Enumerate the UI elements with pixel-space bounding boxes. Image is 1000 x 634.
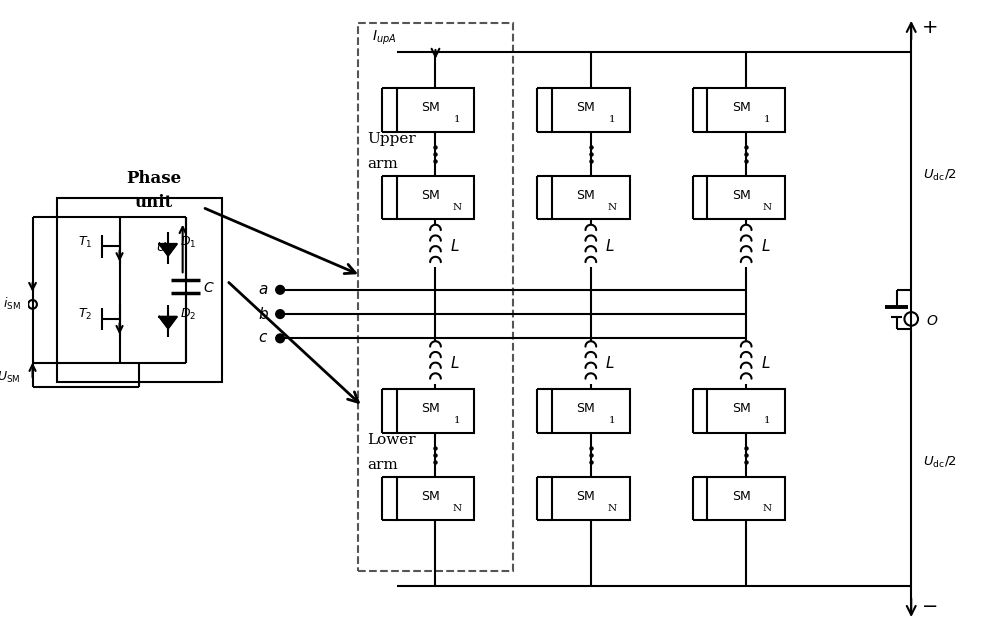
Text: 1: 1	[454, 115, 460, 124]
Text: $\mathrm{SM}$: $\mathrm{SM}$	[576, 189, 596, 202]
Text: $O$: $O$	[926, 314, 938, 328]
Text: $U_{\mathrm{SM}}$: $U_{\mathrm{SM}}$	[0, 370, 21, 385]
Text: $L$: $L$	[605, 238, 615, 254]
Polygon shape	[159, 317, 177, 328]
Text: $U_{\mathrm{dc}}/2$: $U_{\mathrm{dc}}/2$	[923, 455, 957, 470]
Bar	[552, 477, 630, 521]
Text: $D_1$: $D_1$	[180, 235, 196, 250]
Bar	[358, 23, 513, 571]
Text: $U_{\mathrm{dc}}/2$: $U_{\mathrm{dc}}/2$	[923, 168, 957, 183]
Text: $L$: $L$	[450, 354, 460, 371]
Text: $\mathrm{SM}$: $\mathrm{SM}$	[732, 402, 751, 415]
Text: N: N	[452, 203, 461, 212]
Bar	[397, 389, 474, 433]
Bar	[552, 389, 630, 433]
Text: $+$: $+$	[921, 18, 937, 37]
Text: N: N	[763, 203, 772, 212]
Text: 1: 1	[609, 115, 615, 124]
Bar	[707, 176, 785, 219]
Text: N: N	[608, 203, 617, 212]
Bar	[397, 477, 474, 521]
Text: $L$: $L$	[605, 354, 615, 371]
Text: arm: arm	[368, 458, 398, 472]
Text: $c$: $c$	[258, 332, 268, 346]
Text: N: N	[763, 504, 772, 513]
Text: $I_{upA}$: $I_{upA}$	[372, 29, 397, 46]
Text: $\mathrm{SM}$: $\mathrm{SM}$	[576, 402, 596, 415]
Circle shape	[276, 285, 284, 294]
Text: $\mathrm{SM}$: $\mathrm{SM}$	[576, 101, 596, 114]
Circle shape	[276, 334, 284, 343]
Text: N: N	[608, 504, 617, 513]
Text: $i_{\mathrm{SM}}$: $i_{\mathrm{SM}}$	[3, 296, 21, 313]
Circle shape	[276, 310, 284, 318]
Text: Lower: Lower	[368, 433, 416, 448]
Text: Upper: Upper	[368, 133, 416, 146]
Text: $\mathrm{SM}$: $\mathrm{SM}$	[421, 101, 440, 114]
Text: $\mathrm{SM}$: $\mathrm{SM}$	[421, 489, 440, 503]
Text: $T_1$: $T_1$	[78, 235, 92, 250]
Text: $U_{\mathrm{C}}$: $U_{\mathrm{C}}$	[156, 241, 173, 256]
Bar	[707, 477, 785, 521]
Text: 1: 1	[764, 115, 771, 124]
Text: unit: unit	[135, 194, 173, 211]
Text: $L$: $L$	[761, 238, 770, 254]
Text: $b$: $b$	[258, 306, 268, 322]
Text: $\mathrm{SM}$: $\mathrm{SM}$	[732, 489, 751, 503]
Text: 1: 1	[609, 417, 615, 425]
Bar	[552, 176, 630, 219]
Text: $-$: $-$	[921, 597, 937, 614]
Text: $\mathrm{SM}$: $\mathrm{SM}$	[421, 189, 440, 202]
Text: $\mathrm{SM}$: $\mathrm{SM}$	[732, 189, 751, 202]
Text: $\mathrm{SM}$: $\mathrm{SM}$	[421, 402, 440, 415]
Text: $\mathrm{SM}$: $\mathrm{SM}$	[732, 101, 751, 114]
Text: arm: arm	[368, 157, 398, 171]
Bar	[397, 88, 474, 132]
Bar	[552, 88, 630, 132]
Text: $C$: $C$	[203, 281, 215, 295]
Bar	[397, 176, 474, 219]
Text: $L$: $L$	[450, 238, 460, 254]
Text: 1: 1	[764, 417, 771, 425]
Text: 1: 1	[454, 417, 460, 425]
Bar	[707, 88, 785, 132]
Text: $T_2$: $T_2$	[78, 307, 92, 322]
Text: $L$: $L$	[761, 354, 770, 371]
Text: $D_2$: $D_2$	[180, 307, 196, 322]
Bar	[707, 389, 785, 433]
Text: $a$: $a$	[258, 283, 268, 297]
Bar	[57, 198, 222, 382]
Text: Phase: Phase	[126, 170, 181, 186]
Text: $\mathrm{SM}$: $\mathrm{SM}$	[576, 489, 596, 503]
Text: N: N	[452, 504, 461, 513]
Polygon shape	[159, 244, 177, 256]
